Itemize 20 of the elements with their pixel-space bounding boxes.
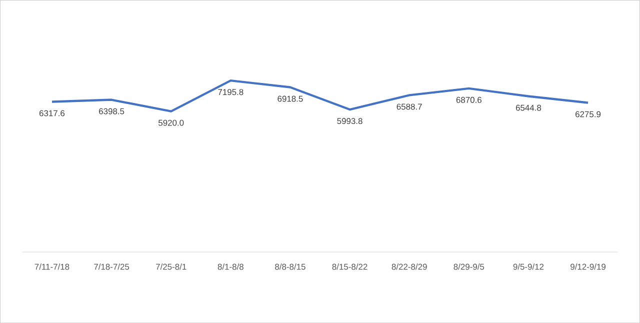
data-label: 6275.9 — [576, 111, 601, 118]
data-label: 7195.8 — [218, 89, 244, 95]
data-label: 5993.8 — [337, 118, 362, 124]
data-label: 6317.6 — [39, 110, 65, 116]
data-label: 6870.6 — [456, 96, 482, 103]
x-tick-label: 8/15-8/22 — [332, 263, 368, 270]
x-tick-label: 7/18-7/25 — [94, 263, 130, 270]
x-tick-label: 7/11-7/18 — [34, 263, 70, 270]
data-label: 6588.7 — [396, 104, 422, 110]
x-tick-label: 8/1-8/8 — [218, 263, 244, 270]
x-tick-label: 9/5-9/12 — [513, 263, 544, 270]
x-tick-label: 8/8-8/15 — [275, 263, 306, 270]
data-label: 6918.5 — [278, 96, 303, 102]
data-label: 5920.0 — [158, 120, 184, 126]
x-tick-label: 9/12-9/19 — [570, 263, 606, 270]
x-tick-label: 8/22-8/29 — [392, 263, 427, 270]
data-label: 6398.5 — [99, 108, 124, 114]
x-tick-label: 7/25-8/1 — [156, 263, 186, 270]
data-label: 6544.8 — [516, 104, 542, 111]
x-tick-label: 8/29-9/5 — [454, 263, 484, 270]
